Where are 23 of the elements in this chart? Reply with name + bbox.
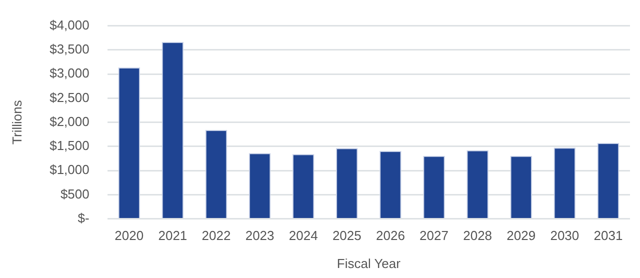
y-tick-label: $4,000 [50,17,90,32]
x-tick-label: 2028 [463,228,492,244]
x-tick-label: 2025 [332,228,362,244]
x-axis-title: Fiscal Year [336,256,402,271]
y-tick-label: $- [78,210,90,226]
x-tick-label: 2024 [288,228,318,244]
y-tick-label: $1,000 [50,162,90,178]
y-tick-label: $3,500 [50,42,90,57]
x-tick-label: 2030 [550,228,580,244]
y-axis-title: Trillions [9,100,24,144]
y-tick-label: $1,500 [50,138,90,154]
x-tick-label: 2021 [158,228,188,244]
x-tick-label: 2031 [594,228,623,244]
y-tick-label: $2,500 [50,90,90,105]
x-tick-label: 2023 [245,228,274,244]
x-tick-label: 2029 [506,228,536,244]
x-tick-label: 2022 [202,228,231,244]
y-tick-label: $3,000 [50,66,90,81]
x-tick-label: 2026 [376,228,405,244]
y-tick-label: $2,000 [50,114,90,129]
x-tick-label: 2020 [114,228,144,244]
x-tick-label: 2027 [420,228,448,244]
y-tick-label: $500 [60,186,90,202]
